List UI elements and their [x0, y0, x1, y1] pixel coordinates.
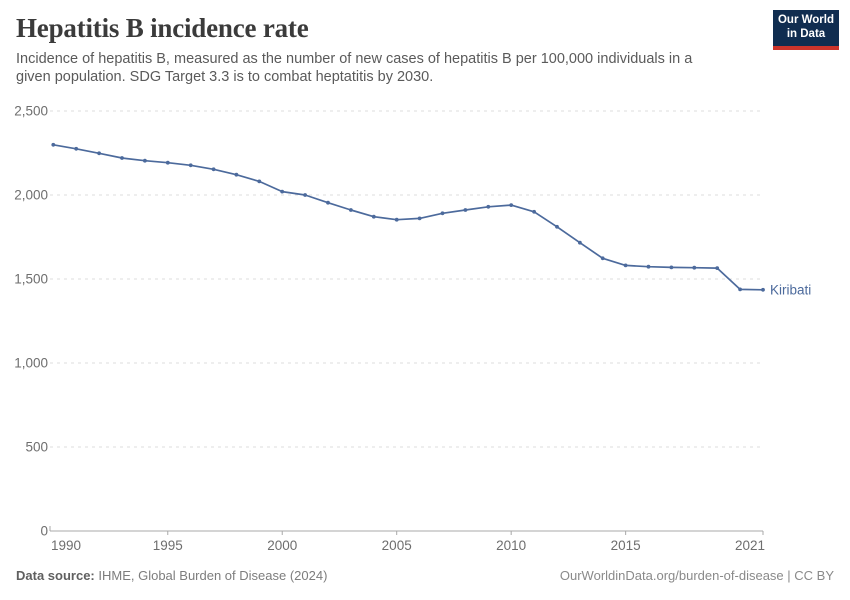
data-point[interactable]	[394, 217, 399, 222]
x-tick-label: 2000	[267, 538, 297, 553]
line-chart-canvas[interactable]: 0 500 1,000 1,500 2,000 2,500 1990 1995 2000 2005…	[0, 100, 850, 562]
data-point[interactable]	[257, 179, 262, 184]
y-tick-label: 500	[25, 440, 48, 455]
attribution-license[interactable]: CC BY	[794, 568, 834, 583]
series-label[interactable]: Kiribati	[770, 282, 811, 297]
data-point[interactable]	[646, 264, 651, 269]
data-point[interactable]	[692, 265, 697, 270]
y-tick-label: 1,500	[14, 272, 48, 287]
data-point[interactable]	[326, 200, 330, 205]
data-point[interactable]	[417, 216, 422, 221]
data-point[interactable]	[440, 211, 445, 216]
chart-subtitle: Incidence of hepatitis B, measured as th…	[16, 51, 693, 85]
x-tick-label: 1995	[153, 538, 183, 553]
attribution-separator: |	[783, 568, 795, 583]
data-point[interactable]	[669, 265, 674, 270]
data-point[interactable]	[280, 189, 285, 194]
data-point[interactable]	[532, 209, 536, 214]
data-point[interactable]	[509, 203, 514, 207]
data-point[interactable]	[143, 158, 147, 163]
data-source-label: Data source:	[16, 568, 95, 583]
data-point[interactable]	[463, 208, 468, 212]
series-line-kiribati[interactable]	[52, 143, 764, 291]
data-point[interactable]	[349, 208, 353, 212]
owid-logo-line2: in Data	[786, 28, 826, 40]
x-tick-label: 2021	[735, 538, 765, 553]
data-point[interactable]	[623, 263, 628, 268]
data-point[interactable]	[600, 256, 605, 261]
data-point[interactable]	[165, 160, 170, 165]
data-point[interactable]	[303, 193, 307, 197]
data-point[interactable]	[97, 151, 101, 156]
x-tick-label: 2005	[382, 538, 412, 553]
owid-logo-line1: Our World	[777, 14, 834, 27]
y-tick-label: 0	[40, 524, 48, 539]
y-tick-label: 2,000	[14, 188, 48, 203]
attribution: OurWorldinData.org/burden-of-disease | C…	[560, 568, 834, 583]
data-point[interactable]	[188, 163, 193, 168]
data-point[interactable]	[120, 156, 124, 160]
data-point[interactable]	[74, 146, 79, 151]
data-point[interactable]	[761, 287, 765, 292]
y-tick-label: 2,500	[14, 104, 48, 119]
data-point[interactable]	[486, 204, 491, 209]
x-tick-label: 2010	[496, 538, 526, 553]
owid-logo[interactable]: Our World in Data	[773, 10, 839, 50]
page-title: Hepatitis B incidence rate	[16, 13, 309, 43]
x-tick-label: 2015	[611, 538, 641, 553]
data-point[interactable]	[715, 266, 720, 270]
data-point[interactable]	[234, 172, 239, 177]
data-source: Data source: IHME, Global Burden of Dise…	[16, 568, 327, 583]
x-tick-label: 1990	[51, 538, 81, 553]
data-point[interactable]	[555, 224, 559, 229]
data-point[interactable]	[738, 287, 742, 292]
data-point[interactable]	[211, 167, 216, 172]
data-point[interactable]	[51, 142, 56, 147]
chart-footer: Data source: IHME, Global Burden of Dise…	[16, 568, 834, 583]
y-tick-label: 1,000	[14, 356, 48, 371]
data-point[interactable]	[578, 240, 582, 245]
data-source-value: IHME, Global Burden of Disease (2024)	[94, 568, 328, 583]
attribution-url[interactable]: OurWorldinData.org/burden-of-disease	[559, 568, 784, 583]
data-point[interactable]	[371, 214, 376, 219]
